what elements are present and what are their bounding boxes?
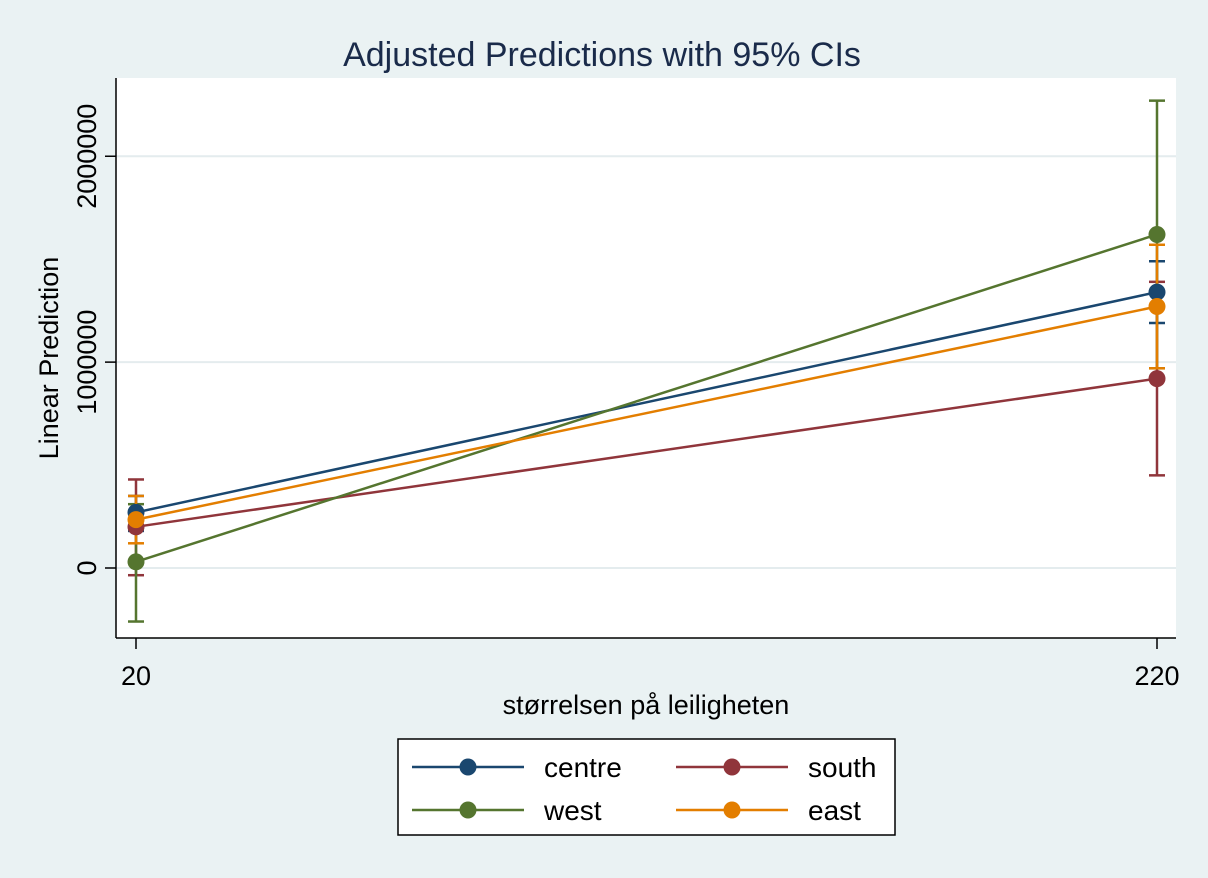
data-point-west	[1148, 225, 1166, 243]
series-points	[127, 225, 1166, 571]
grid-lines	[116, 155, 1176, 569]
series-lines	[135, 233, 1158, 564]
y-axis-title: Linear Prediction	[34, 257, 64, 460]
series-line-west	[135, 233, 1158, 564]
x-axis-title: størrelsen på leiligheten	[503, 690, 790, 720]
series-line-centre	[135, 290, 1158, 514]
chart-title: Adjusted Predictions with 95% CIs	[343, 36, 861, 74]
y-tick-label: 1000000	[72, 310, 102, 415]
data-point-south	[1148, 370, 1166, 388]
legend-label-east: east	[808, 795, 861, 826]
y-axis-ticks: 0 1000000 2000000	[72, 104, 116, 576]
data-point-east	[1148, 298, 1166, 316]
series-line-east	[135, 305, 1158, 521]
legend: centre south west east	[412, 752, 877, 826]
axes	[115, 78, 1176, 639]
legend-marker-south	[723, 758, 741, 776]
legend-marker-east	[723, 801, 741, 819]
legend-label-south: south	[808, 752, 877, 783]
x-tick-label: 220	[1134, 661, 1179, 691]
data-point-west	[127, 553, 145, 571]
y-tick-label: 0	[72, 560, 102, 575]
data-point-east	[127, 511, 145, 529]
x-tick-label: 20	[121, 661, 151, 691]
legend-marker-west	[459, 801, 477, 819]
legend-label-centre: centre	[544, 752, 622, 783]
data-point-centre	[1148, 283, 1166, 301]
y-tick-label: 2000000	[72, 104, 102, 209]
legend-label-west: west	[543, 795, 602, 826]
x-axis-ticks: 20 220	[121, 638, 1180, 691]
plot-area	[116, 78, 1176, 638]
series-line-south	[135, 377, 1158, 529]
legend-box	[397, 738, 896, 836]
legend-marker-centre	[459, 758, 477, 776]
